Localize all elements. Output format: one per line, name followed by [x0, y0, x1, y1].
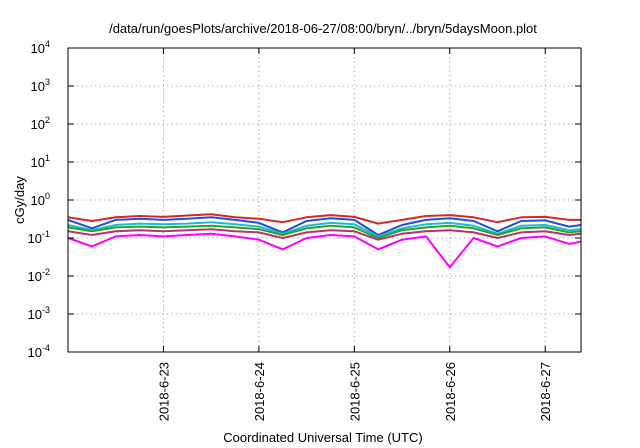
- y-tick-exponent: 0: [45, 191, 50, 201]
- y-tick-exponent: 4: [45, 39, 50, 49]
- y-tick-label: 101: [31, 153, 50, 170]
- y-tick-exponent: 1: [45, 153, 50, 163]
- y-tick-label: 104: [31, 39, 50, 56]
- series-line-3: [67, 221, 582, 238]
- y-tick-label: 10-1: [28, 229, 50, 246]
- x-axis: 2018-6-23 2018-6-24 2018-6-25 2018-6-26 2018…: [156, 48, 553, 421]
- y-tick-label: 10-4: [28, 343, 50, 360]
- y-tick-label: 10-2: [28, 267, 50, 284]
- y-tick-exponent: -3: [42, 305, 50, 315]
- y-tick-label: 10-3: [28, 305, 50, 322]
- y-tick-exponent: 2: [45, 115, 50, 125]
- y-tick-label: 100: [31, 191, 50, 208]
- series-line-6: [67, 232, 582, 269]
- series-group: [67, 213, 582, 269]
- x-tick-label: 2018-6-27: [538, 362, 553, 421]
- x-axis-label: Coordinated Universal Time (UTC): [223, 430, 422, 445]
- series-line-1: [67, 213, 581, 225]
- y-tick-exponent: 3: [45, 77, 50, 87]
- x-tick-label: 2018-6-25: [347, 362, 362, 421]
- series-line-2: [67, 216, 582, 236]
- series-line-4: [67, 224, 582, 239]
- y-axis-label: cGy/day: [12, 176, 27, 224]
- series-line-5: [67, 228, 582, 241]
- y-tick-exponent: -1: [42, 229, 50, 239]
- y-tick-label: 103: [31, 77, 50, 94]
- x-tick-label: 2018-6-26: [443, 362, 458, 421]
- grid: [68, 48, 581, 352]
- x-tick-label: 2018-6-24: [252, 362, 267, 421]
- y-tick-exponent: -4: [42, 343, 50, 353]
- chart-title: /data/run/goesPlots/archive/2018-06-27/0…: [109, 21, 537, 36]
- x-tick-label: 2018-6-23: [156, 362, 171, 421]
- y-tick-label: 102: [31, 115, 50, 132]
- y-tick-exponent: -2: [42, 267, 50, 277]
